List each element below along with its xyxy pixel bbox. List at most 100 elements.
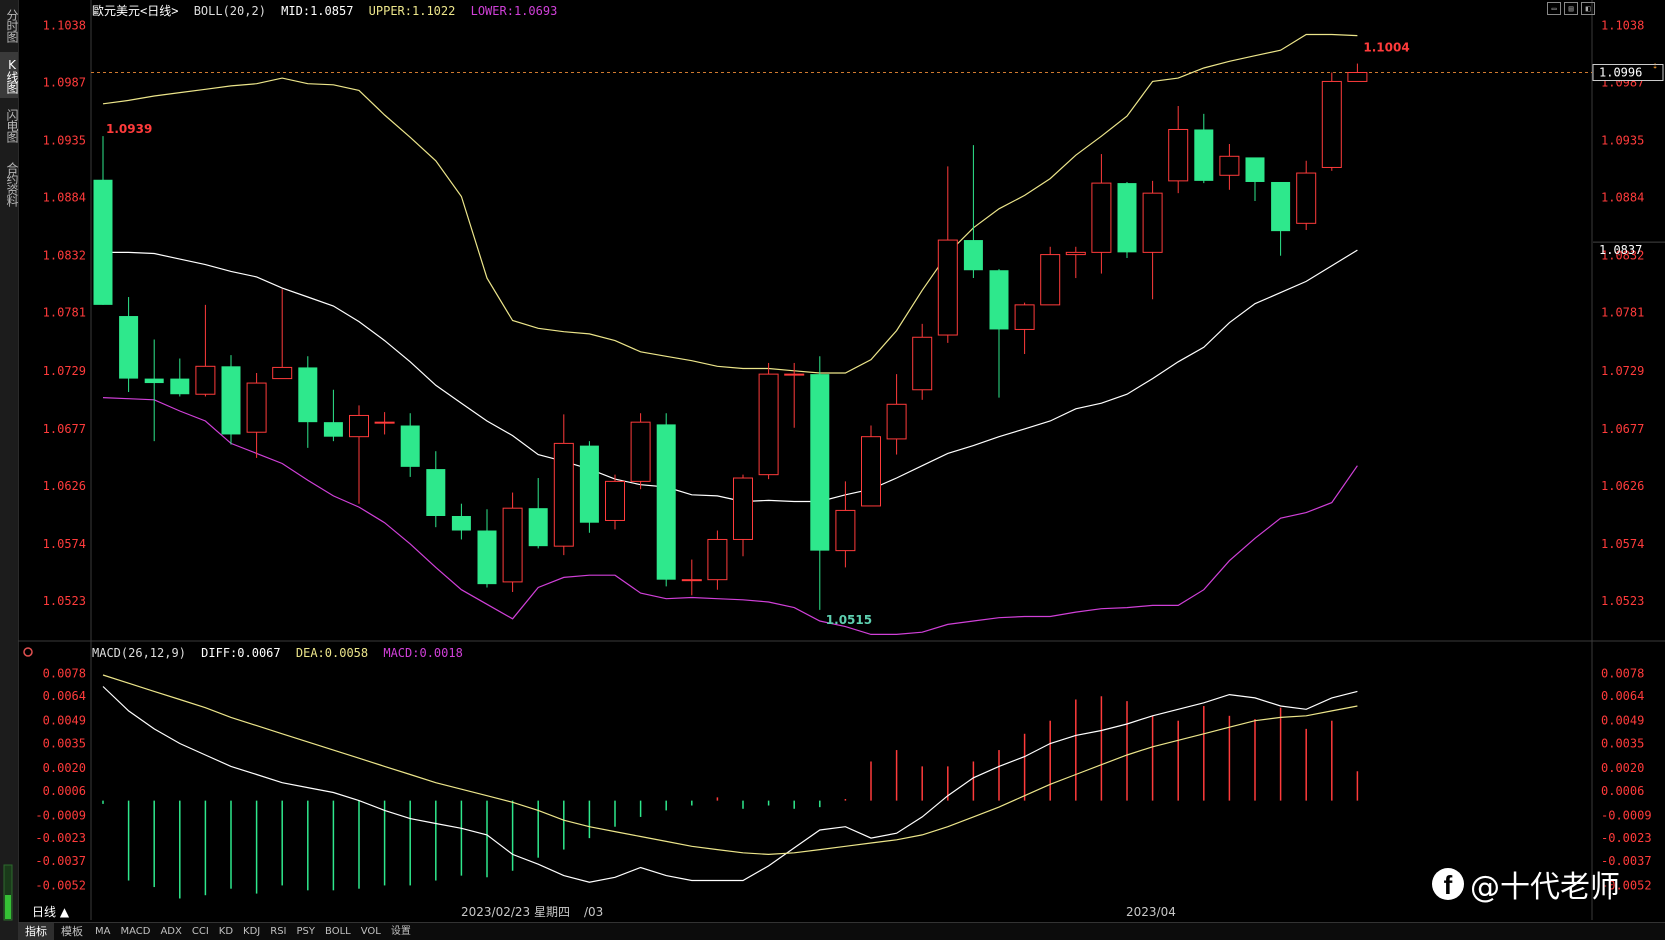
candle-body [1040, 254, 1061, 306]
indicator-vol[interactable]: VOL [360, 926, 381, 937]
candle-body [144, 378, 164, 384]
date-label: /03 [584, 905, 603, 919]
candle-body [451, 516, 471, 531]
candle-body [810, 374, 830, 551]
side-tab-kline[interactable]: K线图 [0, 52, 19, 98]
price-tick-left: 1.0781 [43, 306, 86, 320]
boll-mid-value: MID:1.0857 [281, 4, 354, 18]
price-tick-left: 1.0884 [43, 191, 86, 205]
macd-tick-left: -0.0037 [35, 854, 86, 868]
watermark-text: @十代老师 [1470, 870, 1620, 905]
candle-body [886, 403, 907, 440]
candle-body [656, 424, 676, 580]
indicator-rsi[interactable]: RSI [270, 926, 287, 937]
macd-tick-left: 0.0006 [43, 784, 86, 798]
boll-label: BOLL(20,2) [193, 4, 266, 18]
macd-dea-line [102, 674, 1358, 856]
indicator-ma[interactable]: MA [95, 926, 111, 937]
candle-body [502, 507, 523, 583]
candle-body [323, 422, 343, 437]
high-left-label: 1.0939 [106, 122, 152, 136]
instrument-title: 歐元美元<日线> [92, 4, 179, 18]
candle-body [681, 579, 702, 582]
current-price-box [1592, 64, 1664, 82]
boll-lower-value: LOWER:1.0693 [470, 4, 558, 18]
current-price-tag: 1.0996 [1599, 66, 1642, 80]
current-price-arrow-icon: ⇣ [1652, 61, 1658, 72]
indicator-kd[interactable]: KD [218, 926, 234, 937]
high-label: 1.1004 [1363, 41, 1409, 55]
macd-tick-right: -0.0037 [1601, 854, 1652, 868]
candle-body [1271, 181, 1291, 232]
indicator-kdj[interactable]: KDJ [243, 926, 261, 937]
candle-body [707, 538, 728, 581]
indicator-cci[interactable]: CCI [191, 926, 209, 937]
indicator-settings[interactable]: 设置 [390, 926, 411, 937]
macd-tick-left: -0.0052 [35, 878, 86, 892]
indicator-macd[interactable]: MACD [120, 926, 151, 937]
tab-indicators[interactable]: 指标 [18, 923, 54, 940]
candle-body [912, 336, 933, 391]
indicator-psy[interactable]: PSY [296, 926, 316, 937]
boll-upper-value: UPPER:1.1022 [368, 4, 456, 18]
level-meter [3, 864, 13, 921]
price-tick-left: 1.0574 [43, 537, 86, 551]
candle-body [528, 508, 548, 547]
window-controls: ▭ ▤ ◧ [1547, 2, 1595, 15]
price-tick-right: 1.0884 [1601, 191, 1644, 205]
candle-body [553, 442, 574, 547]
candle-body [246, 382, 267, 433]
tab-templates[interactable]: 模板 [61, 925, 83, 938]
price-tick-right: 1.0626 [1601, 479, 1644, 493]
side-tab-contract-info[interactable]: 合约资料 [5, 162, 19, 206]
price-tick-left: 1.0677 [43, 422, 86, 436]
level-meter-fill [5, 895, 11, 919]
period-selector[interactable]: 日线 ▲ [32, 905, 70, 919]
candle-body [1245, 157, 1265, 182]
close-panel-icon[interactable]: ◧ [1581, 2, 1595, 15]
price-tick-left: 1.0729 [43, 364, 86, 378]
macd-tick-left: 0.0078 [43, 666, 86, 680]
side-tab-flash[interactable]: 闪电图 [5, 108, 19, 142]
candle-body [1296, 172, 1317, 224]
candle-body [861, 436, 881, 507]
candle-body [272, 366, 293, 380]
candle-body [963, 240, 983, 271]
candle-body [1321, 80, 1342, 168]
restore-icon[interactable]: ▭ [1547, 2, 1561, 15]
candle-body [733, 477, 753, 540]
candle-body [170, 378, 190, 395]
macd-tick-left: 0.0049 [43, 714, 86, 728]
candle-body [1347, 72, 1368, 82]
candle-body [758, 373, 779, 476]
indicator-toolbar: 指标 模板 MA MACD ADX CCI KD KDJ RSI PSY BOL… [18, 922, 1665, 940]
candle-body [1142, 192, 1163, 253]
boll-upper-line [102, 33, 1358, 374]
candle-body [119, 316, 139, 379]
candle-body [784, 373, 805, 376]
price-tick-left: 1.0832 [43, 249, 86, 263]
candle-body [1065, 251, 1086, 256]
price-tick-right: 1.0935 [1601, 134, 1644, 148]
price-tick-right: 1.0574 [1601, 537, 1644, 551]
indicator-adx[interactable]: ADX [160, 926, 182, 937]
facebook-icon: f [1432, 868, 1464, 900]
candle-body [989, 270, 1009, 330]
macd-tick-left: 0.0064 [43, 689, 86, 703]
macd-label: MACD(26,12,9) [92, 646, 186, 660]
price-tick-left: 1.0626 [43, 479, 86, 493]
candle-body [579, 445, 599, 523]
price-tick-right: 1.0832 [1601, 249, 1644, 263]
price-tick-right: 1.1038 [1601, 19, 1644, 33]
candle-body [221, 366, 241, 435]
watermark: f @十代老师 [1432, 862, 1620, 906]
candle-body [937, 239, 958, 336]
side-tab-bar: 分时图 K线图 闪电图 合约资料 [0, 0, 19, 940]
candle-body [835, 509, 856, 552]
layout-icon[interactable]: ▤ [1564, 2, 1578, 15]
candle-body [93, 179, 113, 305]
indicator-boll[interactable]: BOLL [325, 926, 351, 937]
candle-body [298, 367, 318, 423]
side-tab-timeshare[interactable]: 分时图 [5, 8, 19, 42]
